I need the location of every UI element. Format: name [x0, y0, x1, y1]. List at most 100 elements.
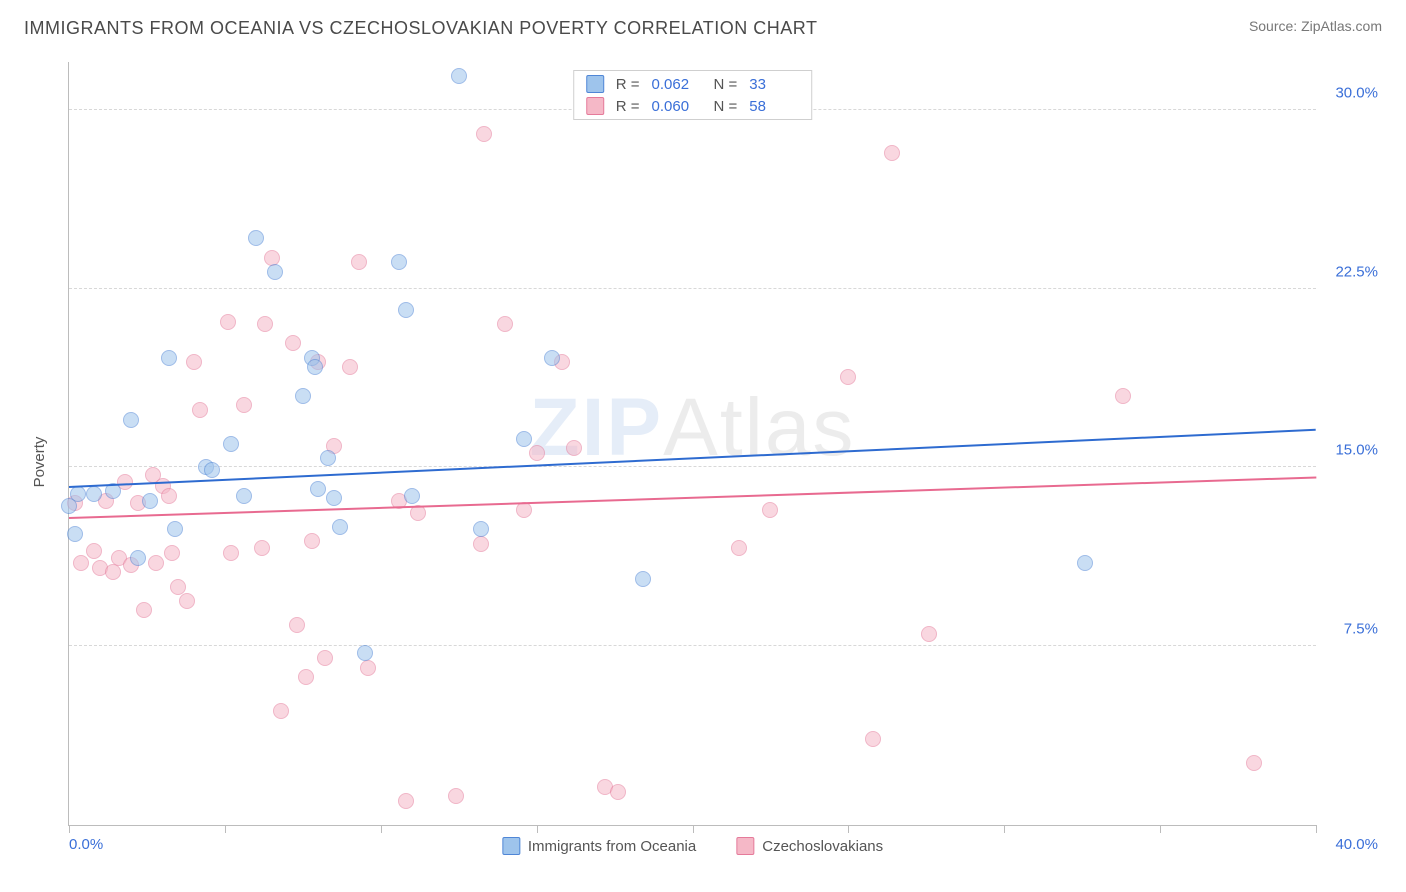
data-point-czech: [170, 579, 186, 595]
data-point-czech: [865, 731, 881, 747]
data-point-oceania: [130, 550, 146, 566]
data-point-czech: [762, 502, 778, 518]
bottom-legend: Immigrants from Oceania Czechoslovakians: [502, 837, 883, 855]
x-tick: [381, 825, 382, 833]
data-point-oceania: [167, 521, 183, 537]
x-tick: [1316, 825, 1317, 833]
data-point-czech: [473, 536, 489, 552]
data-point-oceania: [204, 462, 220, 478]
data-point-oceania: [161, 350, 177, 366]
y-axis-label: Poverty: [31, 437, 48, 488]
plot-area: ZIPAtlas R = 0.062 N = 33 R = 0.060 N = …: [68, 62, 1316, 826]
data-point-czech: [289, 617, 305, 633]
y-tick-label: 30.0%: [1322, 84, 1378, 101]
data-point-czech: [186, 354, 202, 370]
source-label: Source: ZipAtlas.com: [1249, 18, 1382, 34]
swatch-oceania: [586, 75, 604, 93]
swatch-oceania: [502, 837, 520, 855]
x-max-label: 40.0%: [1335, 836, 1378, 853]
data-point-czech: [285, 335, 301, 351]
data-point-oceania: [1077, 555, 1093, 571]
data-point-oceania: [544, 350, 560, 366]
data-point-oceania: [223, 436, 239, 452]
n-label: N =: [714, 76, 738, 93]
legend-item-oceania: Immigrants from Oceania: [502, 837, 696, 855]
data-point-czech: [257, 316, 273, 332]
data-point-czech: [342, 359, 358, 375]
data-point-oceania: [451, 68, 467, 84]
x-tick: [1004, 825, 1005, 833]
data-point-czech: [236, 397, 252, 413]
data-point-czech: [840, 369, 856, 385]
n-value-czech: 58: [749, 98, 799, 115]
x-tick: [1160, 825, 1161, 833]
data-point-oceania: [320, 450, 336, 466]
x-min-label: 0.0%: [69, 836, 103, 853]
data-point-oceania: [236, 488, 252, 504]
data-point-czech: [86, 543, 102, 559]
data-point-czech: [921, 626, 937, 642]
data-point-czech: [566, 440, 582, 456]
data-point-czech: [161, 488, 177, 504]
legend-item-czech: Czechoslovakians: [736, 837, 883, 855]
data-point-oceania: [67, 526, 83, 542]
data-point-oceania: [635, 571, 651, 587]
data-point-oceania: [61, 498, 77, 514]
r-label: R =: [616, 76, 640, 93]
data-point-czech: [223, 545, 239, 561]
data-point-czech: [136, 602, 152, 618]
data-point-czech: [497, 316, 513, 332]
data-point-oceania: [391, 254, 407, 270]
data-point-czech: [398, 793, 414, 809]
y-tick-label: 15.0%: [1322, 442, 1378, 459]
n-label: N =: [714, 98, 738, 115]
data-point-oceania: [473, 521, 489, 537]
swatch-czech: [736, 837, 754, 855]
chart-container: Poverty ZIPAtlas R = 0.062 N = 33 R = 0.…: [20, 52, 1386, 872]
data-point-czech: [192, 402, 208, 418]
data-point-oceania: [267, 264, 283, 280]
legend-label-oceania: Immigrants from Oceania: [528, 838, 696, 855]
data-point-czech: [1115, 388, 1131, 404]
trendline-czech: [69, 477, 1316, 520]
data-point-oceania: [86, 486, 102, 502]
stats-legend-box: R = 0.062 N = 33 R = 0.060 N = 58: [573, 70, 813, 120]
watermark: ZIPAtlas: [530, 381, 856, 475]
data-point-oceania: [142, 493, 158, 509]
gridline: [69, 288, 1316, 289]
data-point-czech: [304, 533, 320, 549]
legend-label-czech: Czechoslovakians: [762, 838, 883, 855]
data-point-czech: [351, 254, 367, 270]
x-tick: [693, 825, 694, 833]
header: IMMIGRANTS FROM OCEANIA VS CZECHOSLOVAKI…: [0, 0, 1406, 45]
data-point-czech: [273, 703, 289, 719]
x-tick: [69, 825, 70, 833]
data-point-czech: [731, 540, 747, 556]
x-tick: [537, 825, 538, 833]
data-point-czech: [610, 784, 626, 800]
data-point-oceania: [326, 490, 342, 506]
data-point-czech: [476, 126, 492, 142]
data-point-czech: [317, 650, 333, 666]
r-label: R =: [616, 98, 640, 115]
data-point-czech: [220, 314, 236, 330]
data-point-oceania: [307, 359, 323, 375]
r-value-oceania: 0.062: [652, 76, 702, 93]
x-tick: [848, 825, 849, 833]
data-point-czech: [448, 788, 464, 804]
data-point-czech: [529, 445, 545, 461]
y-tick-label: 7.5%: [1322, 621, 1378, 638]
r-value-czech: 0.060: [652, 98, 702, 115]
data-point-oceania: [123, 412, 139, 428]
data-point-czech: [360, 660, 376, 676]
data-point-oceania: [295, 388, 311, 404]
gridline: [69, 645, 1316, 646]
swatch-czech: [586, 97, 604, 115]
watermark-thin: Atlas: [663, 382, 855, 473]
data-point-oceania: [248, 230, 264, 246]
data-point-czech: [73, 555, 89, 571]
data-point-czech: [105, 564, 121, 580]
data-point-czech: [179, 593, 195, 609]
data-point-oceania: [332, 519, 348, 535]
n-value-oceania: 33: [749, 76, 799, 93]
